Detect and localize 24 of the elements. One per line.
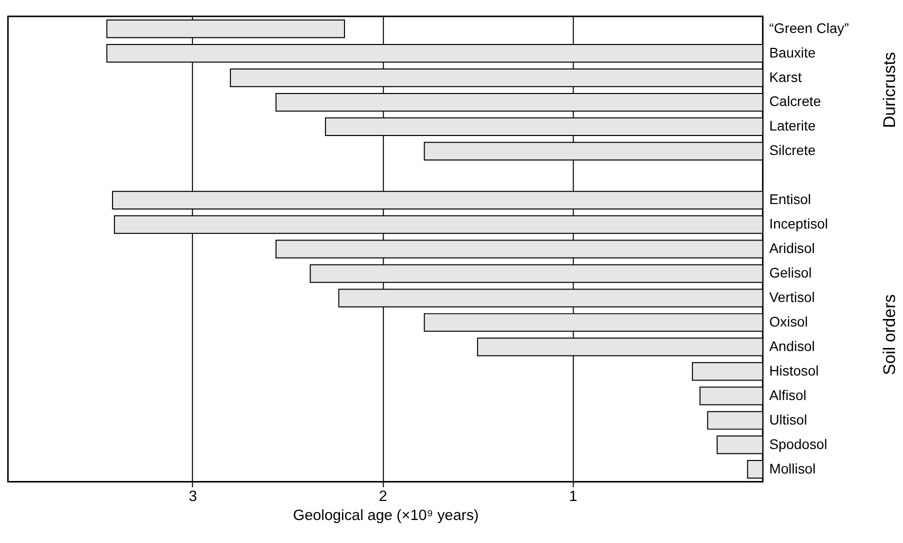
text: Duricrusts [880,52,900,128]
y-tick-label: “Green Clay” [769,20,850,36]
y-tick-label: Silcrete [769,142,816,158]
x-axis-title: Geological age (×10⁹ years) [292,508,479,524]
y-tick-label: Histosol [769,362,819,378]
y-tick-label: Mollisol [769,460,816,476]
y-tick-label: Vertisol [769,289,815,306]
text: Soil orders [880,294,900,376]
y-tick-label: Gelisol [769,264,812,281]
y-tick-label: Bauxite [769,44,816,60]
y-tick-label: Andisol [769,338,815,354]
y-tick-label: Spodosol [769,436,828,452]
y-tick-label: Aridisol [769,240,815,256]
y-tick-label: Ultisol [769,411,808,428]
y-tick-label: Entisol [769,191,811,208]
y-tick-label: Alfisol [769,386,806,403]
y-tick-label: Laterite [769,118,816,134]
y-tick-label: Oxisol [769,313,808,330]
y-tick-label: Calcrete [769,93,822,110]
x-tick-label: 1 [568,489,578,506]
x-tick-label: 3 [188,489,198,506]
x-tick-label: 2 [378,489,388,506]
y-tick-label: Inceptisol [769,216,828,232]
y-tick-label: Karst [769,68,802,85]
